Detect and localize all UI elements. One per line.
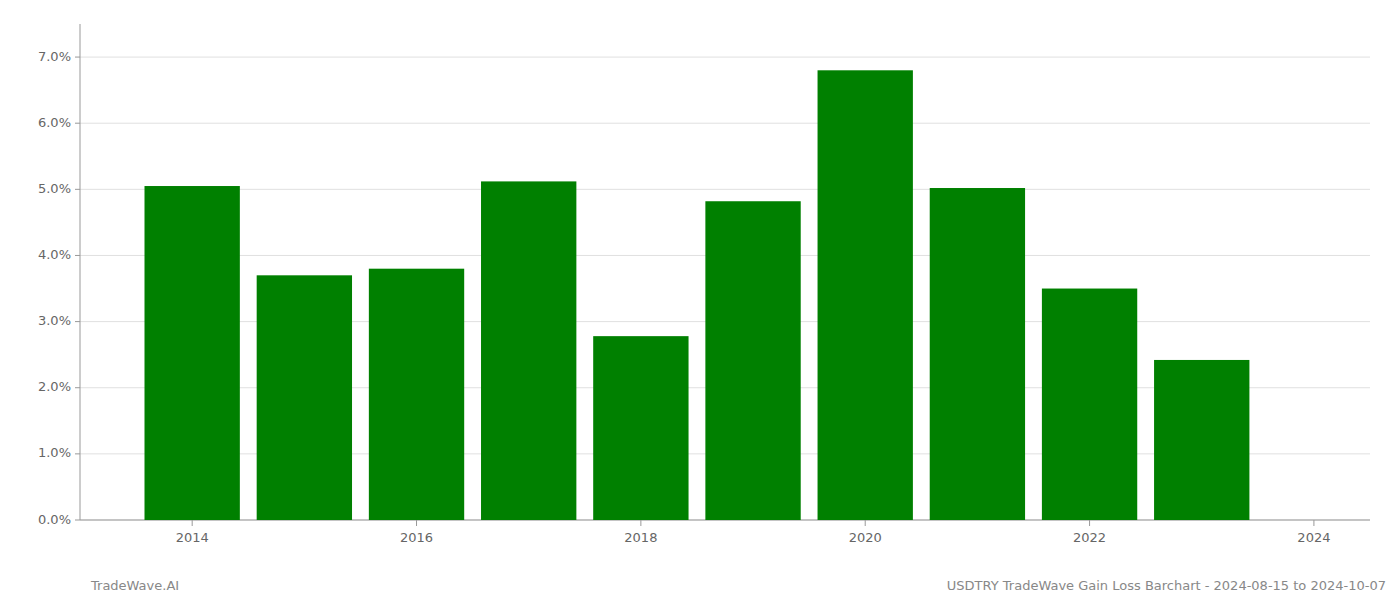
bar (257, 275, 352, 520)
x-tick-label: 2020 (849, 530, 882, 545)
bar (1042, 289, 1137, 520)
y-tick (75, 255, 80, 256)
bar (705, 201, 800, 520)
background (0, 0, 1400, 600)
x-tick-label: 2018 (624, 530, 657, 545)
axes: 0.0% 1.0% 2.0% 3.0% 4.0% 5.0% 6.0% 7.0% 2014 2016… (38, 24, 1370, 545)
chart-container: 0.0% 1.0% 2.0% 3.0% 4.0% 5.0% 6.0% 7.0% 2014 2016… (0, 0, 1400, 600)
bar (1154, 360, 1249, 520)
x-tick (192, 520, 193, 526)
y-tick-label: 5.0% (38, 181, 71, 196)
y-tick (75, 453, 80, 454)
y-axis-line (80, 24, 81, 520)
y-tick-label: 0.0% (38, 512, 71, 527)
y-tick-label: 4.0% (38, 247, 71, 262)
x-tick-label: 2022 (1073, 530, 1106, 545)
footer-right: USDTRY TradeWave Gain Loss Barchart - 20… (947, 578, 1386, 593)
y-tick-label: 7.0% (38, 49, 71, 64)
y-tick-label: 1.0% (38, 445, 71, 460)
bar (481, 181, 576, 520)
x-tick (865, 520, 866, 526)
y-tick-label: 6.0% (38, 115, 71, 130)
x-tick (416, 520, 417, 526)
bar (818, 70, 913, 520)
y-tick (75, 520, 80, 521)
bar (930, 188, 1025, 520)
chart-svg: 0.0% 1.0% 2.0% 3.0% 4.0% 5.0% 6.0% 7.0% 2014 2016… (0, 0, 1400, 600)
grid-line (80, 189, 1370, 190)
x-tick (1089, 520, 1090, 526)
y-tick-label: 3.0% (38, 313, 71, 328)
bar (369, 269, 464, 520)
x-tick-label: 2024 (1297, 530, 1330, 545)
x-tick-label: 2016 (400, 530, 433, 545)
y-tick (75, 189, 80, 190)
y-tick-label: 2.0% (38, 379, 71, 394)
bar (593, 336, 688, 520)
grid-line (80, 123, 1370, 124)
y-tick (75, 123, 80, 124)
x-tick (640, 520, 641, 526)
y-tick (75, 57, 80, 58)
grid-line (80, 57, 1370, 58)
bars (145, 70, 1250, 520)
grid (80, 57, 1370, 520)
x-tick-label: 2014 (176, 530, 209, 545)
y-tick (75, 387, 80, 388)
footer-left: TradeWave.AI (90, 578, 179, 593)
bar (145, 186, 240, 520)
y-tick (75, 321, 80, 322)
x-tick (1313, 520, 1314, 526)
